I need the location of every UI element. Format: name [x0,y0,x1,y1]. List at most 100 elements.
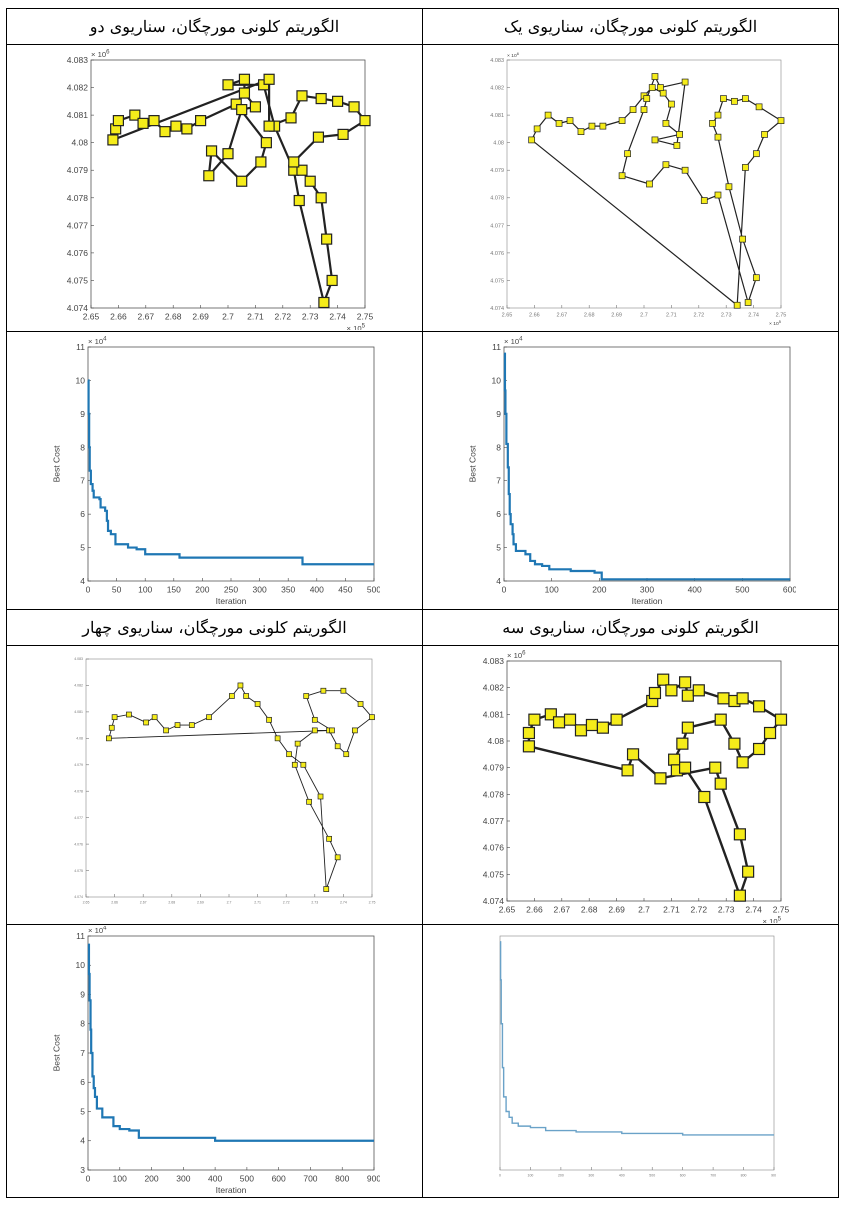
city-marker [620,764,634,777]
y-tick-label: 4.075 [482,869,504,879]
route-plot-scenario-4: 2.65 2.66 2.67 2.68 2.69 2.7 2.71 2.72 2.73 2.74 2… [74,657,375,905]
x-tick-label: 2.68 [168,901,175,905]
x-tick-label: 2.73 [301,312,318,322]
y-tick-label: 4.081 [74,710,83,714]
x-tick-label: 100 [544,584,558,594]
cost-scenario-3-cell: 0 100 200 300 400 500 600 700 800 900 [422,924,839,1198]
city-marker [351,727,358,734]
city-marker [640,106,647,113]
city-marker [242,693,249,699]
x-tick-label: 900 [771,1174,776,1178]
figure-table: الگوریتم کلونی مورچگان، سناریوی دو الگور… [6,8,839,1198]
city-marker [111,714,117,721]
city-marker [708,120,716,127]
x-tick-label: 0 [499,1174,501,1178]
x-tick-label: 2.66 [529,313,540,319]
y-tick-label: 11 [76,931,85,941]
route-scenario-3-cell: 2.65 2.66 2.67 2.68 2.69 2.7 2.71 2.72 2.73 2.74 2… [422,645,839,925]
x-tick-label: 2.68 [164,312,181,322]
city-marker [221,79,234,91]
x-tick-label: 2.67 [553,905,570,915]
y-tick-label: 4.08 [487,736,504,746]
x-tick-label: 2.69 [196,901,203,905]
city-marker [322,886,329,892]
x-tick-label: 2.65 [82,901,89,905]
y-tick-label: 4 [80,575,85,585]
city-marker [522,740,535,753]
x-axis-label: Iteration [215,1185,246,1195]
city-marker [522,726,535,740]
city-marker [180,123,193,135]
y-tick-label: 5 [80,542,85,552]
best-cost-line [499,941,774,1136]
y-tick-label: 4.075 [66,275,88,285]
city-marker [317,793,323,800]
plot-axes-box [85,658,372,898]
city-marker [174,722,180,728]
x-tick-label: 2.74 [748,313,759,319]
x-tick-label: 200 [195,584,209,594]
city-marker [623,150,631,158]
x-axis-label: Iteration [631,596,662,606]
city-marker [194,115,206,127]
x-tick-label: 0 [501,584,506,594]
y-tick-label: 4.08 [71,138,88,148]
city-marker [105,735,112,742]
y-tick-label: 4.078 [66,193,88,203]
city-marker [610,713,623,726]
city-marker [763,726,776,740]
city-marker [673,142,680,149]
city-marker [733,889,746,902]
city-marker [151,714,157,721]
x-tick-label: 700 [303,1174,317,1184]
city-marker [300,761,306,768]
city-marker [238,87,250,99]
x-tick-label: 2.71 [247,312,264,322]
city-marker [681,689,694,702]
city-marker [320,233,332,245]
city-marker [112,115,124,127]
city-marker [340,687,346,694]
city-marker [659,89,667,97]
city-marker [730,97,738,105]
city-marker [555,120,562,127]
y-exponent-label: × 104 [88,335,107,345]
city-marker [315,92,327,105]
city-marker [320,687,326,694]
city-marker [533,125,540,133]
city-marker [228,693,235,699]
city-marker [304,175,316,187]
y-tick-label: 4.083 [490,58,504,64]
x-tick-label: 2.72 [693,313,704,319]
city-marker [741,95,749,102]
city-marker [566,117,573,124]
x-tick-label: 600 [271,1174,285,1184]
city-marker [714,777,727,790]
city-marker [675,131,683,138]
city-marker [716,692,730,705]
y-tick-label: 4.076 [482,843,504,853]
city-marker [347,101,360,113]
x-tick-label: 700 [710,1174,716,1178]
x-tick-label: 2.7 [222,312,234,322]
city-marker [714,191,721,199]
y-tick-label: 4.076 [74,842,83,846]
city-marker [662,161,669,169]
y-tick-label: 4.074 [490,306,504,312]
y-tick-label: 6 [80,509,85,519]
city-marker [358,115,371,127]
city-marker [527,136,535,144]
x-tick-label: 350 [281,584,295,594]
city-marker [681,721,694,734]
y-tick-label: 3 [80,1165,85,1175]
y-tick-label: 4.075 [490,278,504,284]
y-tick-label: 4.082 [490,85,504,91]
city-marker [588,122,595,130]
y-tick-label: 10 [75,960,85,970]
city-marker [331,95,343,107]
y-tick-label: 10 [491,375,501,385]
x-tick-label: 450 [338,584,352,594]
city-marker [294,740,300,747]
city-marker [653,772,667,785]
y-tick-label: 4.082 [66,83,88,93]
